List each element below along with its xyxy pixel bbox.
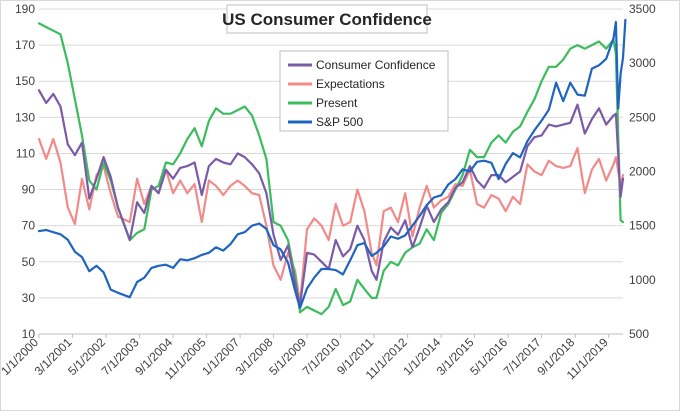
- y-left-tick-label: 170: [15, 38, 35, 52]
- series-line-expectations: [37, 137, 625, 305]
- y-left-tick-label: 130: [15, 110, 35, 124]
- left-axis: 10 30 50 70 90 110 130 150 170 190: [15, 2, 35, 341]
- legend: Consumer Confidence Expectations Present S&…: [279, 50, 449, 132]
- y-right-tick-label: 3500: [629, 2, 656, 16]
- gridlines: [39, 8, 623, 335]
- y-left-tick-label: 150: [15, 74, 35, 88]
- legend-label: Expectations: [316, 77, 385, 91]
- series-line-present: [37, 22, 625, 316]
- series-line-s-p-500: [37, 18, 627, 310]
- legend-label: S&P 500: [316, 115, 363, 129]
- y-left-tick-label: 110: [16, 146, 35, 160]
- y-left-tick-label: 50: [22, 255, 36, 269]
- x-axis: 1/1/20003/1/20015/1/20027/1/20039/1/2004…: [1, 333, 623, 382]
- right-axis: 500 1000 1500 2000 2500 3000 3500: [629, 2, 656, 341]
- x-tick-label: 7/1/2010: [300, 335, 343, 378]
- y-right-tick-label: 1000: [629, 273, 656, 287]
- y-right-tick-label: 2000: [629, 165, 656, 179]
- y-left-tick-label: 90: [22, 183, 36, 197]
- chart-title-box: US Consumer Confidence: [222, 4, 432, 34]
- y-right-tick-label: 3000: [629, 56, 656, 70]
- series-line-consumer-confidence: [37, 89, 625, 307]
- y-left-tick-label: 190: [15, 2, 35, 16]
- y-left-tick-label: 30: [22, 291, 36, 305]
- legend-label: Consumer Confidence: [316, 58, 436, 72]
- y-right-tick-label: 1500: [629, 219, 656, 233]
- legend-label: Present: [316, 96, 358, 110]
- y-left-tick-label: 70: [22, 219, 36, 233]
- y-right-tick-label: 2500: [629, 110, 656, 124]
- y-left-tick-label: 10: [22, 327, 36, 341]
- y-right-tick-label: 500: [629, 327, 649, 341]
- series-lines: [37, 18, 627, 316]
- chart-title: US Consumer Confidence: [222, 10, 432, 29]
